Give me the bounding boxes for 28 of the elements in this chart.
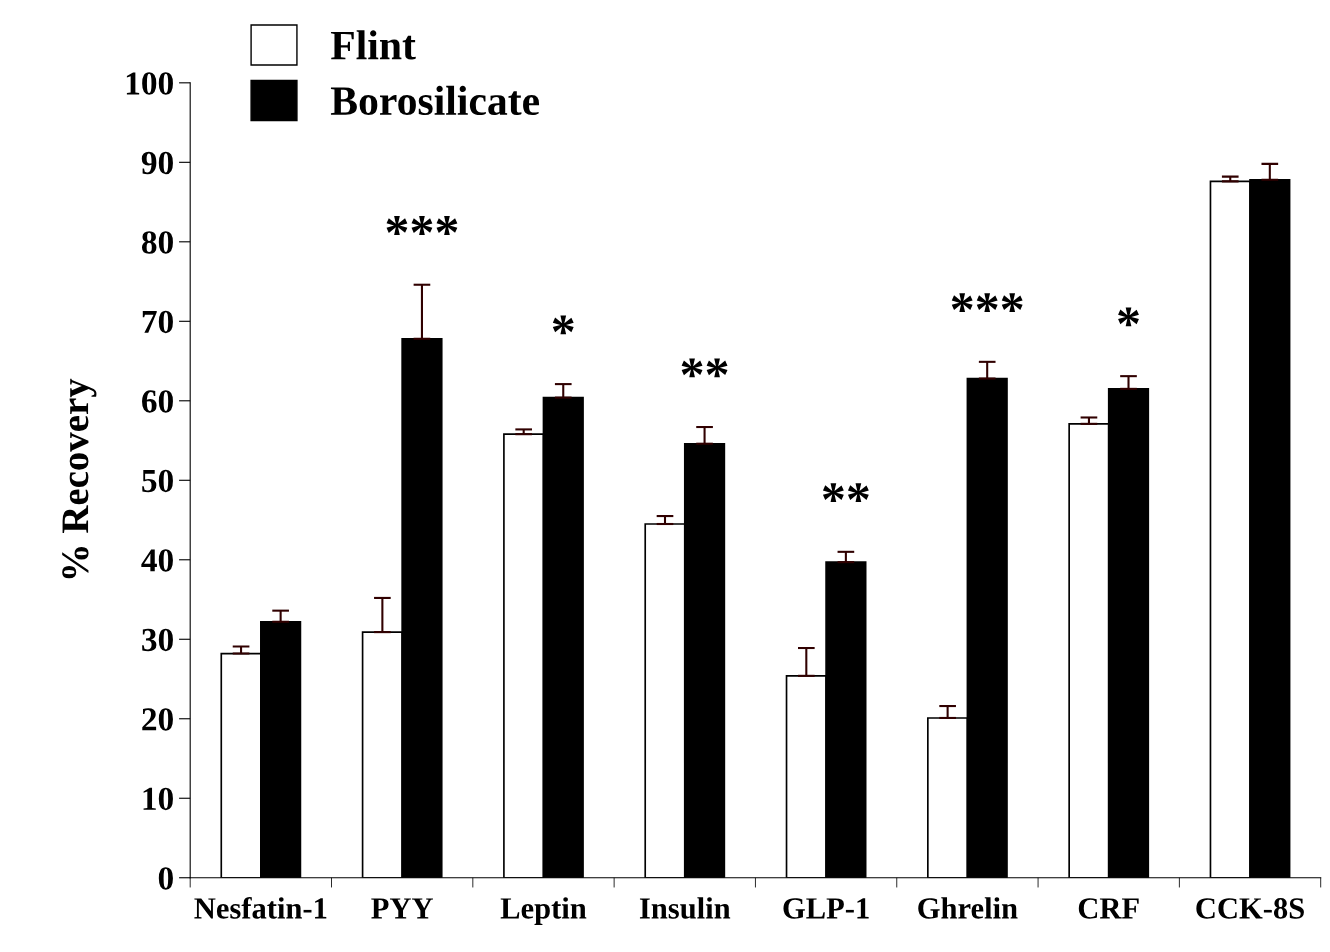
x-tick-label: Ghrelin [918,897,1018,919]
y-tick-label: 100 [126,72,173,95]
legend-label: Flint [330,30,416,60]
y-tick-label: 0 [158,867,173,890]
y-tick-label: 50 [142,469,173,493]
x-tick-label: Insulin [639,897,731,919]
y-tick-label: 80 [141,231,173,254]
y-tick-label: 10 [143,787,173,811]
y-tick-label: 20 [142,708,173,731]
annotation: ** [822,483,869,503]
y-tick-label: 30 [142,628,173,652]
annotation: * [1118,307,1139,327]
y-tick-label: 60 [142,390,173,413]
x-tick-label: Leptin [500,897,587,925]
annotation: * [552,315,574,335]
y-tick-label: 90 [141,151,173,175]
annotation: *** [386,216,458,235]
annotation: ** [681,358,728,378]
y-tick-label: 40 [141,549,173,572]
y-axis-title: % Recovery [62,378,97,579]
annotation: *** [951,293,1023,313]
x-tick-label: Nesfatin-1 [194,896,327,919]
x-tick-label: CCK-8S [1196,898,1304,919]
y-tick-label: 70 [142,310,173,334]
x-tick-label: PYY [371,898,433,919]
x-tick-label: CRF [1078,898,1139,919]
x-tick-label: GLP-1 [783,898,869,919]
legend-label: Borosilicate [330,85,540,116]
